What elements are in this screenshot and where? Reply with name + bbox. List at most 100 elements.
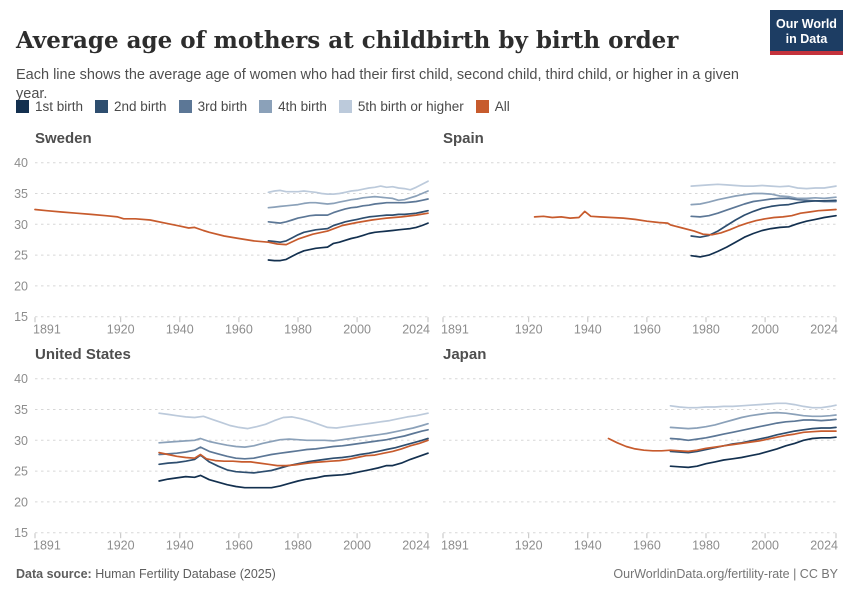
legend-label: 3rd birth bbox=[197, 99, 248, 114]
legend-swatch bbox=[338, 100, 352, 113]
y-tick-label: 25 bbox=[14, 249, 28, 263]
line-japan-3rd-birth bbox=[669, 418, 837, 442]
y-tick-label: 25 bbox=[14, 465, 28, 479]
x-tick-label: 2000 bbox=[343, 323, 371, 337]
legend: 1st birth 2nd birth 3rd birth 4th birth 5th … bbox=[16, 99, 510, 114]
x-tick-label: 2000 bbox=[343, 539, 371, 553]
legend-label: 4th birth bbox=[278, 99, 327, 114]
x-tick-label: 1891 bbox=[441, 539, 469, 553]
line-sweden-3rd-birth bbox=[267, 198, 429, 224]
footer-source-label: Data source: bbox=[16, 567, 92, 581]
y-tick-label: 15 bbox=[14, 526, 28, 540]
legend-label: 2nd birth bbox=[114, 99, 167, 114]
panel-spain: Spain 1891 1920 1940 1960 1980 2000 2024 bbox=[408, 126, 850, 342]
x-tick-label: 1980 bbox=[692, 539, 720, 553]
legend-swatch bbox=[178, 100, 192, 113]
legend-swatch bbox=[95, 100, 109, 113]
panel-title-spain: Spain bbox=[443, 130, 484, 147]
x-tick-label: 1940 bbox=[574, 539, 602, 553]
x-tick-label: 2024 bbox=[402, 323, 430, 337]
line-united-states-1st-birth bbox=[158, 452, 429, 489]
x-tick-label: 1940 bbox=[166, 539, 194, 553]
x-tick-label: 1891 bbox=[441, 323, 469, 337]
line-united-states-5th-birth-or-higher bbox=[158, 412, 429, 430]
line-united-states-4th-birth bbox=[158, 422, 429, 448]
line-japan-5th-birth-or-higher bbox=[669, 402, 837, 409]
legend-item-all: All bbox=[475, 99, 510, 114]
owid-logo: Our World in Data bbox=[770, 10, 843, 55]
y-tick-label: 20 bbox=[14, 279, 28, 293]
x-tick-label: 1891 bbox=[33, 539, 61, 553]
panel-title-japan: Japan bbox=[443, 346, 487, 363]
y-tick-label: 35 bbox=[14, 187, 28, 201]
panel-title-sweden: Sweden bbox=[35, 130, 92, 147]
y-tick-label: 20 bbox=[14, 495, 28, 509]
y-tick-label: 40 bbox=[14, 156, 28, 170]
x-tick-label: 1891 bbox=[33, 323, 61, 337]
line-sweden-5th-birth-or-higher bbox=[267, 180, 429, 195]
line-sweden-2nd-birth bbox=[267, 209, 429, 244]
line-japan-1st-birth bbox=[669, 436, 837, 469]
x-tick-label: 1980 bbox=[284, 539, 312, 553]
line-japan-4th-birth bbox=[669, 411, 837, 430]
legend-swatch bbox=[16, 100, 29, 113]
panel-japan: Japan 1891 1920 1940 1960 1980 2000 2024 bbox=[408, 342, 850, 558]
line-sweden-all bbox=[34, 208, 429, 246]
line-spain-5th-birth-or-higher bbox=[690, 183, 837, 190]
y-tick-label: 40 bbox=[14, 372, 28, 386]
x-tick-label: 1980 bbox=[692, 323, 720, 337]
x-tick-label: 1940 bbox=[574, 323, 602, 337]
footer-source: Data source: Human Fertility Database (2… bbox=[16, 567, 276, 581]
y-tick-label: 30 bbox=[14, 218, 28, 232]
chart-sweden: 40 35 30 25 20 15 1891 1920 1940 1960 1980 2000 2024 bbox=[14, 156, 430, 337]
charts-grid: Sweden 40 35 30 25 20 15 1891 1920 1940 1960 1980 20… bbox=[0, 126, 850, 558]
chart-united-states: 40 35 30 25 20 15 1891 1920 1940 1960 1980 2000 2024 bbox=[14, 372, 430, 553]
x-tick-label: 2000 bbox=[751, 539, 779, 553]
page-title: Average age of mothers at childbirth by … bbox=[16, 27, 679, 55]
x-tick-label: 1940 bbox=[166, 323, 194, 337]
line-sweden-4th-birth bbox=[267, 190, 429, 209]
panel-sweden: Sweden 40 35 30 25 20 15 1891 1920 1940 1960 1980 20… bbox=[0, 126, 442, 342]
x-tick-label: 1960 bbox=[225, 323, 253, 337]
footer-link: OurWorldinData.org/fertility-rate | CC B… bbox=[613, 567, 838, 581]
x-tick-label: 1980 bbox=[284, 323, 312, 337]
x-tick-label: 2024 bbox=[810, 539, 838, 553]
legend-item-3rd-birth: 3rd birth bbox=[178, 99, 248, 114]
x-tick-label: 1920 bbox=[515, 539, 543, 553]
chart-spain: 1891 1920 1940 1960 1980 2000 2024 bbox=[441, 162, 838, 337]
legend-item-4th-birth: 4th birth bbox=[259, 99, 327, 114]
line-sweden-1st-birth bbox=[267, 222, 429, 262]
x-tick-label: 1920 bbox=[107, 539, 135, 553]
x-tick-label: 1960 bbox=[633, 323, 661, 337]
legend-item-2nd-birth: 2nd birth bbox=[95, 99, 167, 114]
x-tick-label: 2024 bbox=[402, 539, 430, 553]
x-tick-label: 2000 bbox=[751, 323, 779, 337]
y-tick-label: 15 bbox=[14, 310, 28, 324]
legend-label: 5th birth or higher bbox=[357, 99, 464, 114]
chart-subtitle: Each line shows the average age of women… bbox=[16, 66, 739, 102]
line-japan-2nd-birth bbox=[669, 426, 837, 454]
line-spain-1st-birth bbox=[690, 214, 837, 258]
legend-item-1st-birth: 1st birth bbox=[16, 99, 83, 114]
x-tick-label: 1960 bbox=[225, 539, 253, 553]
line-united-states-3rd-birth bbox=[158, 428, 429, 460]
y-tick-label: 35 bbox=[14, 403, 28, 417]
line-spain-all bbox=[533, 208, 837, 236]
line-spain-4th-birth bbox=[690, 192, 837, 206]
x-tick-label: 1960 bbox=[633, 539, 661, 553]
panel-title-united-states: United States bbox=[35, 346, 131, 363]
line-united-states-all bbox=[158, 439, 429, 467]
owid-logo-line1: Our World bbox=[776, 17, 837, 31]
legend-swatch bbox=[259, 100, 273, 113]
line-spain-2nd-birth bbox=[690, 199, 837, 239]
panel-united-states: United States 40 35 30 25 20 15 1891 1920 1940 196… bbox=[0, 342, 442, 558]
legend-label: 1st birth bbox=[35, 99, 84, 114]
x-tick-label: 1920 bbox=[515, 323, 543, 337]
y-tick-label: 30 bbox=[14, 434, 28, 448]
line-japan-all bbox=[607, 430, 837, 453]
legend-label: All bbox=[494, 99, 510, 114]
x-tick-label: 1920 bbox=[107, 323, 135, 337]
chart-japan: 1891 1920 1940 1960 1980 2000 2024 bbox=[441, 378, 838, 553]
legend-item-5th-birth-or-higher: 5th birth or higher bbox=[338, 99, 464, 114]
